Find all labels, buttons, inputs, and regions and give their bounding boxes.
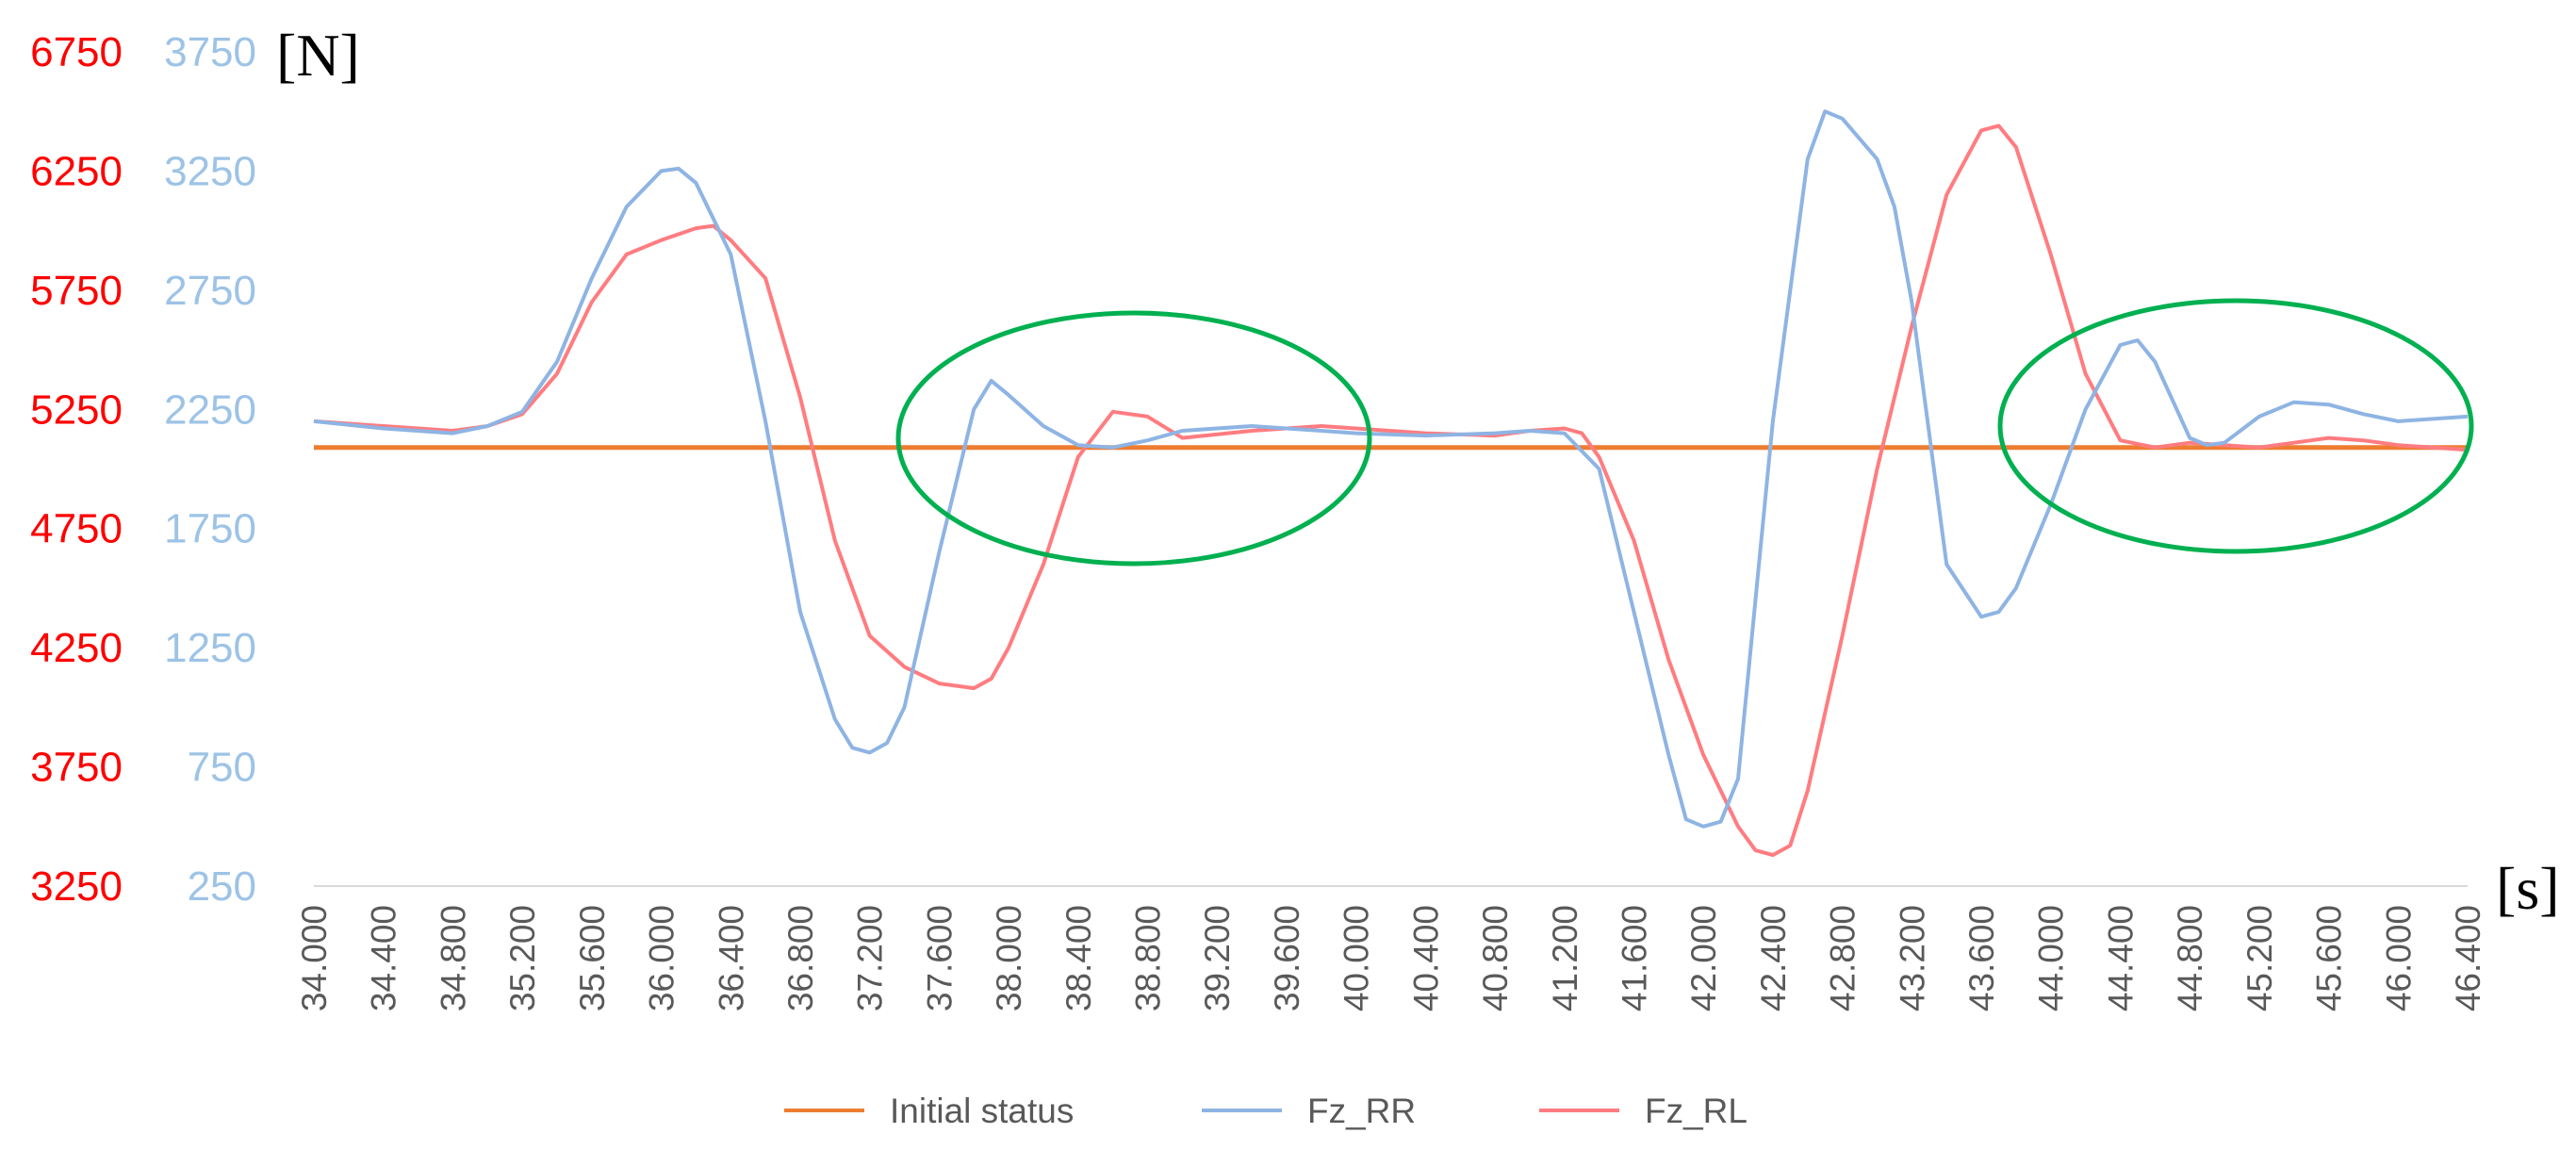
y-left-tick-label: 3750 [30,745,123,791]
series-layer [313,109,2469,858]
x-tick-label: 38.800 [1129,905,1168,1011]
left-axis-ticks: 6750 6250 5750 5250 4750 4250 3750 3250 [30,29,123,910]
x-tick-label: 41.200 [1546,905,1584,1011]
x-tick-label: 43.600 [1962,905,2001,1011]
y-left-tick-label: 3250 [30,863,123,910]
y-right-tick-label: 3250 [164,148,256,194]
y-right-tick-label: 250 [188,863,256,910]
y-right-tick-label: 2750 [164,268,256,314]
y-left-tick-label: 6250 [30,148,123,194]
series-line-fz_rr [313,109,2469,829]
x-tick-label: 45.200 [2240,905,2279,1011]
legend-label: Fz_RL [1645,1092,1747,1130]
legend: Initial status Fz_RR Fz_RL [784,1092,1747,1130]
x-tick-label: 46.000 [2379,905,2418,1011]
x-tick-label: 35.200 [503,905,542,1011]
x-unit-label: [s] [2496,855,2560,922]
x-tick-label: 40.800 [1476,905,1515,1011]
legend-label: Fz_RR [1307,1092,1416,1130]
x-tick-label: 44.400 [2101,905,2140,1011]
right-axis-ticks: 3750 3250 2750 2250 1750 1250 750 250 [164,29,256,910]
y-right-tick-label: 2250 [164,386,256,433]
x-tick-label: 34.000 [295,905,334,1011]
x-axis-ticks: 34.000 34.400 34.800 35.200 35.600 36.000 36.4… [295,905,2487,1011]
x-tick-label: 43.200 [1893,905,1931,1011]
x-tick-label: 44.800 [2171,905,2209,1011]
y-right-tick-label: 1250 [164,625,256,671]
x-tick-label: 34.800 [434,905,472,1011]
x-tick-label: 37.600 [920,905,959,1011]
y-left-tick-label: 5250 [30,386,123,433]
x-tick-label: 45.600 [2310,905,2349,1011]
x-tick-label: 42.800 [1824,905,1862,1011]
x-tick-label: 36.400 [712,905,750,1011]
x-tick-label: 44.000 [2032,905,2071,1011]
highlight-ellipse-right [1997,298,2474,554]
legend-label: Initial status [890,1092,1074,1130]
y-left-tick-label: 6750 [30,29,123,75]
y-left-tick-label: 4250 [30,625,123,671]
x-tick-label: 35.600 [573,905,612,1011]
y-left-tick-label: 5750 [30,268,123,314]
x-tick-label: 36.000 [643,905,681,1011]
x-tick-label: 40.400 [1406,905,1445,1011]
x-tick-label: 42.000 [1684,905,1723,1011]
y-right-tick-label: 1750 [164,506,256,552]
x-tick-label: 39.200 [1198,905,1237,1011]
y-right-tick-label: 750 [188,745,256,791]
y-unit-label: [N] [276,22,360,89]
x-tick-label: 34.400 [365,905,403,1011]
y-right-tick-label: 3750 [164,29,256,75]
x-tick-label: 38.000 [990,905,1028,1011]
highlight-ellipse-left [895,310,1372,567]
x-tick-label: 46.400 [2449,905,2487,1011]
y-left-tick-label: 4750 [30,506,123,552]
x-tick-label: 38.400 [1059,905,1098,1011]
x-tick-label: 40.000 [1337,905,1376,1011]
x-tick-label: 39.600 [1268,905,1306,1011]
x-tick-label: 42.400 [1754,905,1793,1011]
x-tick-label: 36.800 [781,905,820,1011]
x-tick-label: 37.200 [851,905,890,1011]
x-tick-label: 41.600 [1615,905,1653,1011]
series-line-fz_rl [313,123,2469,858]
